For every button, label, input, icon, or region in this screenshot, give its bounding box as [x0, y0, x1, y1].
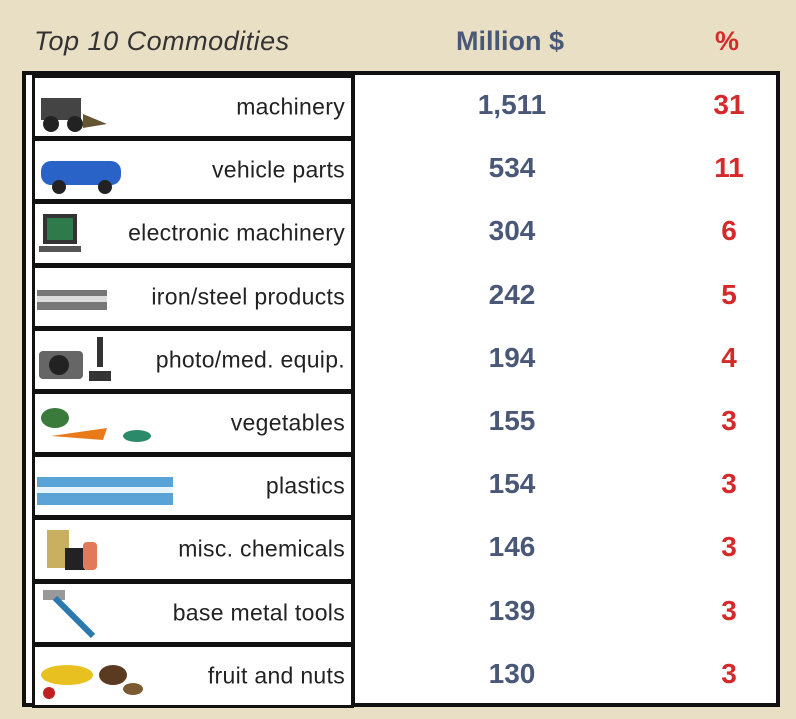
commodity-icon: [37, 400, 177, 448]
commodity-icon: [37, 590, 177, 638]
row-label-cell: misc. chemicals: [32, 517, 354, 581]
commodity-label: iron/steel products: [151, 283, 345, 310]
column-header: Million $: [420, 26, 600, 57]
value-cell: 534: [422, 152, 602, 184]
commodity-label: photo/med. equip.: [156, 346, 345, 373]
commodity-icon: [37, 653, 177, 701]
percent-cell: 11: [692, 152, 766, 184]
commodity-label: electronic machinery: [128, 220, 345, 247]
commodity-icon: [37, 526, 177, 574]
value-cell: 146: [422, 531, 602, 563]
percent-cell: 3: [692, 595, 766, 627]
percent-cell: 3: [692, 531, 766, 563]
value-cell: 155: [422, 405, 602, 437]
commodity-label: machinery: [236, 94, 345, 121]
commodity-label: misc. chemicals: [178, 536, 345, 563]
table-title: Top 10 Commodities: [34, 26, 290, 57]
percent-cell: 31: [692, 89, 766, 121]
commodity-label: vehicle parts: [212, 157, 345, 184]
row-label-cell: machinery: [32, 75, 354, 139]
value-cell: 194: [422, 342, 602, 374]
value-cell: 130: [422, 658, 602, 690]
row-label-cell: base metal tools: [32, 581, 354, 645]
page: Top 10 Commodities Million $ % machinery…: [0, 0, 796, 719]
commodity-label: fruit and nuts: [208, 662, 345, 689]
percent-cell: 6: [692, 215, 766, 247]
row-label-cell: photo/med. equip.: [32, 328, 354, 392]
commodity-label: base metal tools: [173, 599, 345, 626]
commodity-icon: [37, 147, 177, 195]
percent-cell: 3: [692, 468, 766, 500]
row-label-cell: vehicle parts: [32, 138, 354, 202]
column-header: %: [690, 26, 764, 57]
row-label-cell: vegetables: [32, 391, 354, 455]
value-cell: 139: [422, 595, 602, 627]
commodity-icon: [37, 84, 177, 132]
percent-cell: 3: [692, 405, 766, 437]
row-label-cell: fruit and nuts: [32, 644, 354, 708]
percent-cell: 5: [692, 279, 766, 311]
commodity-label: vegetables: [231, 410, 345, 437]
commodity-label: plastics: [266, 473, 345, 500]
row-label-cell: iron/steel products: [32, 265, 354, 329]
row-label-cell: electronic machinery: [32, 201, 354, 265]
percent-cell: 4: [692, 342, 766, 374]
value-cell: 242: [422, 279, 602, 311]
percent-cell: 3: [692, 658, 766, 690]
row-label-cell: plastics: [32, 454, 354, 518]
commodity-icon: [37, 463, 177, 511]
value-cell: 1,511: [422, 89, 602, 121]
value-cell: 154: [422, 468, 602, 500]
value-cell: 304: [422, 215, 602, 247]
